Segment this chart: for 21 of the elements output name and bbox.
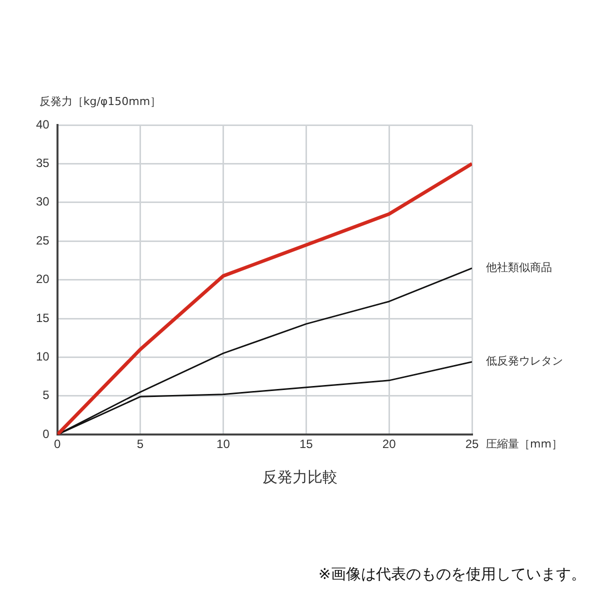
y-tick-label: 5 (42, 388, 50, 402)
text: ※画像は代表のものを使用しています。 (318, 565, 586, 584)
y-tick-label: 10 (36, 350, 50, 364)
y-axis-title: 反発力［kg/φ150mm］ (39, 95, 162, 108)
x-tick-label: 25 (465, 437, 479, 452)
y-tick-label: 30 (36, 194, 50, 209)
x-tick-label: 10 (216, 437, 230, 452)
x-tick-label: 5 (136, 437, 144, 452)
y-tick-label: 40 (36, 117, 50, 132)
x-tick-label: 0 (54, 437, 62, 452)
y-tick-label: 15 (36, 310, 50, 325)
x-tick-label: 15 (299, 437, 314, 452)
y-tick-label: 25 (36, 233, 50, 248)
text: 反発力比較 (262, 468, 338, 487)
y-tick-label: 0 (42, 426, 50, 441)
series-label: 低反発ウレタン (486, 354, 563, 368)
series-label: 他社類似商品 (486, 261, 552, 274)
y-tick-label: 20 (36, 272, 50, 286)
y-tick-label: 35 (36, 156, 50, 170)
x-axis-title: 圧縮量［mm］ (486, 437, 562, 450)
x-tick-label: 20 (382, 437, 396, 452)
